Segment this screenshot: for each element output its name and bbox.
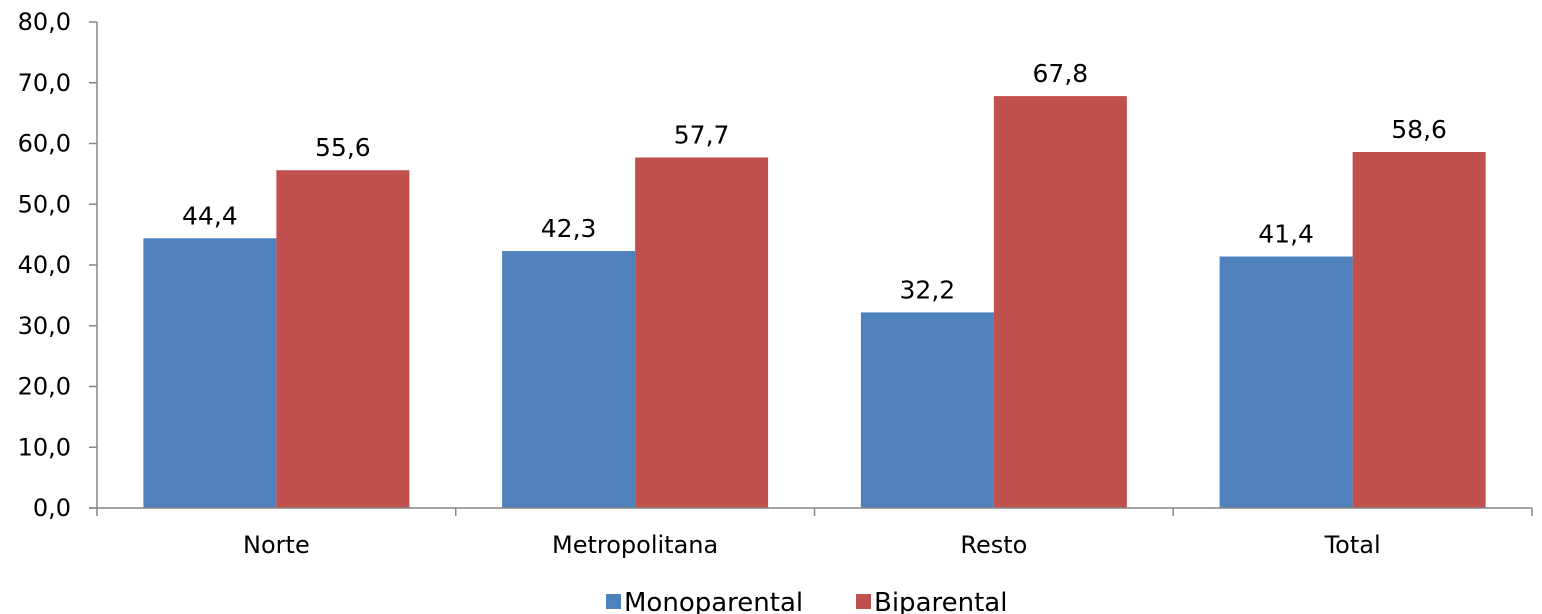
bar-monoparental-metropolitana <box>502 251 636 508</box>
data-labels: 44,4 55,6 42,3 57,7 32,2 67,8 41,4 58,6 <box>182 59 1447 304</box>
data-label: 41,4 <box>1258 219 1314 248</box>
x-tick-label: Metropolitana <box>552 531 718 559</box>
y-tick-label: 30,0 <box>18 312 71 340</box>
legend: Monoparental Biparental <box>606 588 1007 614</box>
data-label: 32,2 <box>900 275 956 304</box>
y-axis: 0,0 10,0 20,0 30,0 40,0 50,0 60,0 70,0 80,0 <box>18 8 98 522</box>
legend-swatch-monoparental <box>606 594 621 609</box>
x-tick-label: Total <box>1324 531 1381 559</box>
bars <box>143 96 1486 509</box>
bar-biparental-resto <box>993 96 1127 509</box>
y-tick-label: 70,0 <box>18 69 71 97</box>
legend-label-monoparental: Monoparental <box>624 588 803 614</box>
data-label: 44,4 <box>182 201 238 230</box>
x-tick-label: Resto <box>960 531 1027 559</box>
bar-monoparental-norte <box>143 238 277 508</box>
y-tick-label: 50,0 <box>18 190 71 218</box>
bar-biparental-metropolitana <box>635 157 769 508</box>
y-tick-label: 80,0 <box>18 8 71 36</box>
data-label: 55,6 <box>315 133 371 162</box>
y-tick-label: 40,0 <box>18 251 71 279</box>
legend-swatch-biparental <box>856 594 871 609</box>
data-label: 67,8 <box>1033 59 1089 88</box>
bar-biparental-norte <box>276 170 410 509</box>
x-tick-label: Norte <box>243 531 310 559</box>
y-tick-label: 10,0 <box>18 433 71 461</box>
bar-biparental-total <box>1352 152 1486 508</box>
y-tick-label: 0,0 <box>33 494 71 522</box>
bar-monoparental-total <box>1219 256 1353 508</box>
y-tick-label: 60,0 <box>18 130 71 158</box>
legend-label-biparental: Biparental <box>874 588 1007 614</box>
y-tick-label: 20,0 <box>18 373 71 401</box>
bar-monoparental-resto <box>860 312 994 508</box>
x-axis: Norte Metropolitana Resto Total <box>89 507 1533 559</box>
data-label: 58,6 <box>1391 115 1447 144</box>
data-label: 57,7 <box>674 120 730 149</box>
data-label: 42,3 <box>541 214 597 243</box>
